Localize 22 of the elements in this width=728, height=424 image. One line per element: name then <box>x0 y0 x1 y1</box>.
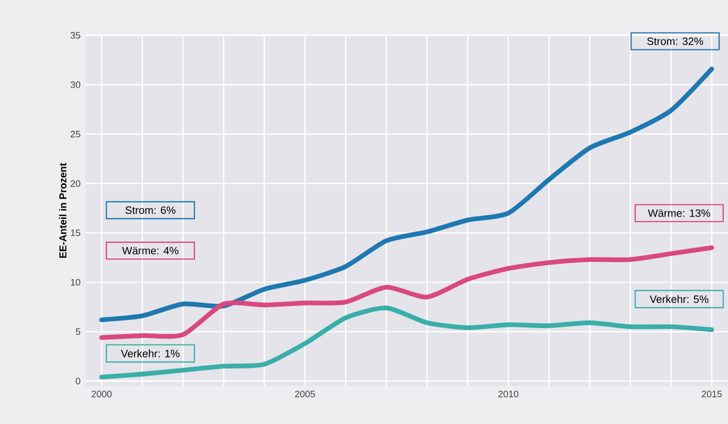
line-series <box>99 306 714 380</box>
line-series <box>99 245 714 340</box>
y-tick-label: 10 <box>70 278 80 286</box>
y-tick-label: 25 <box>70 130 80 138</box>
y-tick-label: 15 <box>70 230 80 236</box>
x-tick-label: 2005 <box>295 390 315 398</box>
annotation: Strom: 32% <box>647 37 704 46</box>
annotation: Strom: 6% <box>126 206 176 214</box>
y-tick-label: 20 <box>70 180 80 187</box>
annotation: Wärme: 13% <box>648 209 710 217</box>
annotation: Wärme: 4% <box>122 246 178 254</box>
x-tick-label: 2000 <box>92 390 112 398</box>
y-tick-label: 35 <box>70 32 80 39</box>
annotation: Verkehr: 5% <box>650 295 708 303</box>
y-tick-label: 0 <box>76 378 80 384</box>
x-tick-label: 2010 <box>498 390 518 398</box>
y-tick-label: 5 <box>76 328 80 335</box>
y-tick-label: 30 <box>70 81 80 88</box>
y-axis-title: EE-Anteil in Prozent <box>59 163 66 258</box>
line-series <box>99 66 714 322</box>
annotation: Verkehr: 1% <box>120 349 180 358</box>
x-tick-label: 2015 <box>702 390 722 398</box>
